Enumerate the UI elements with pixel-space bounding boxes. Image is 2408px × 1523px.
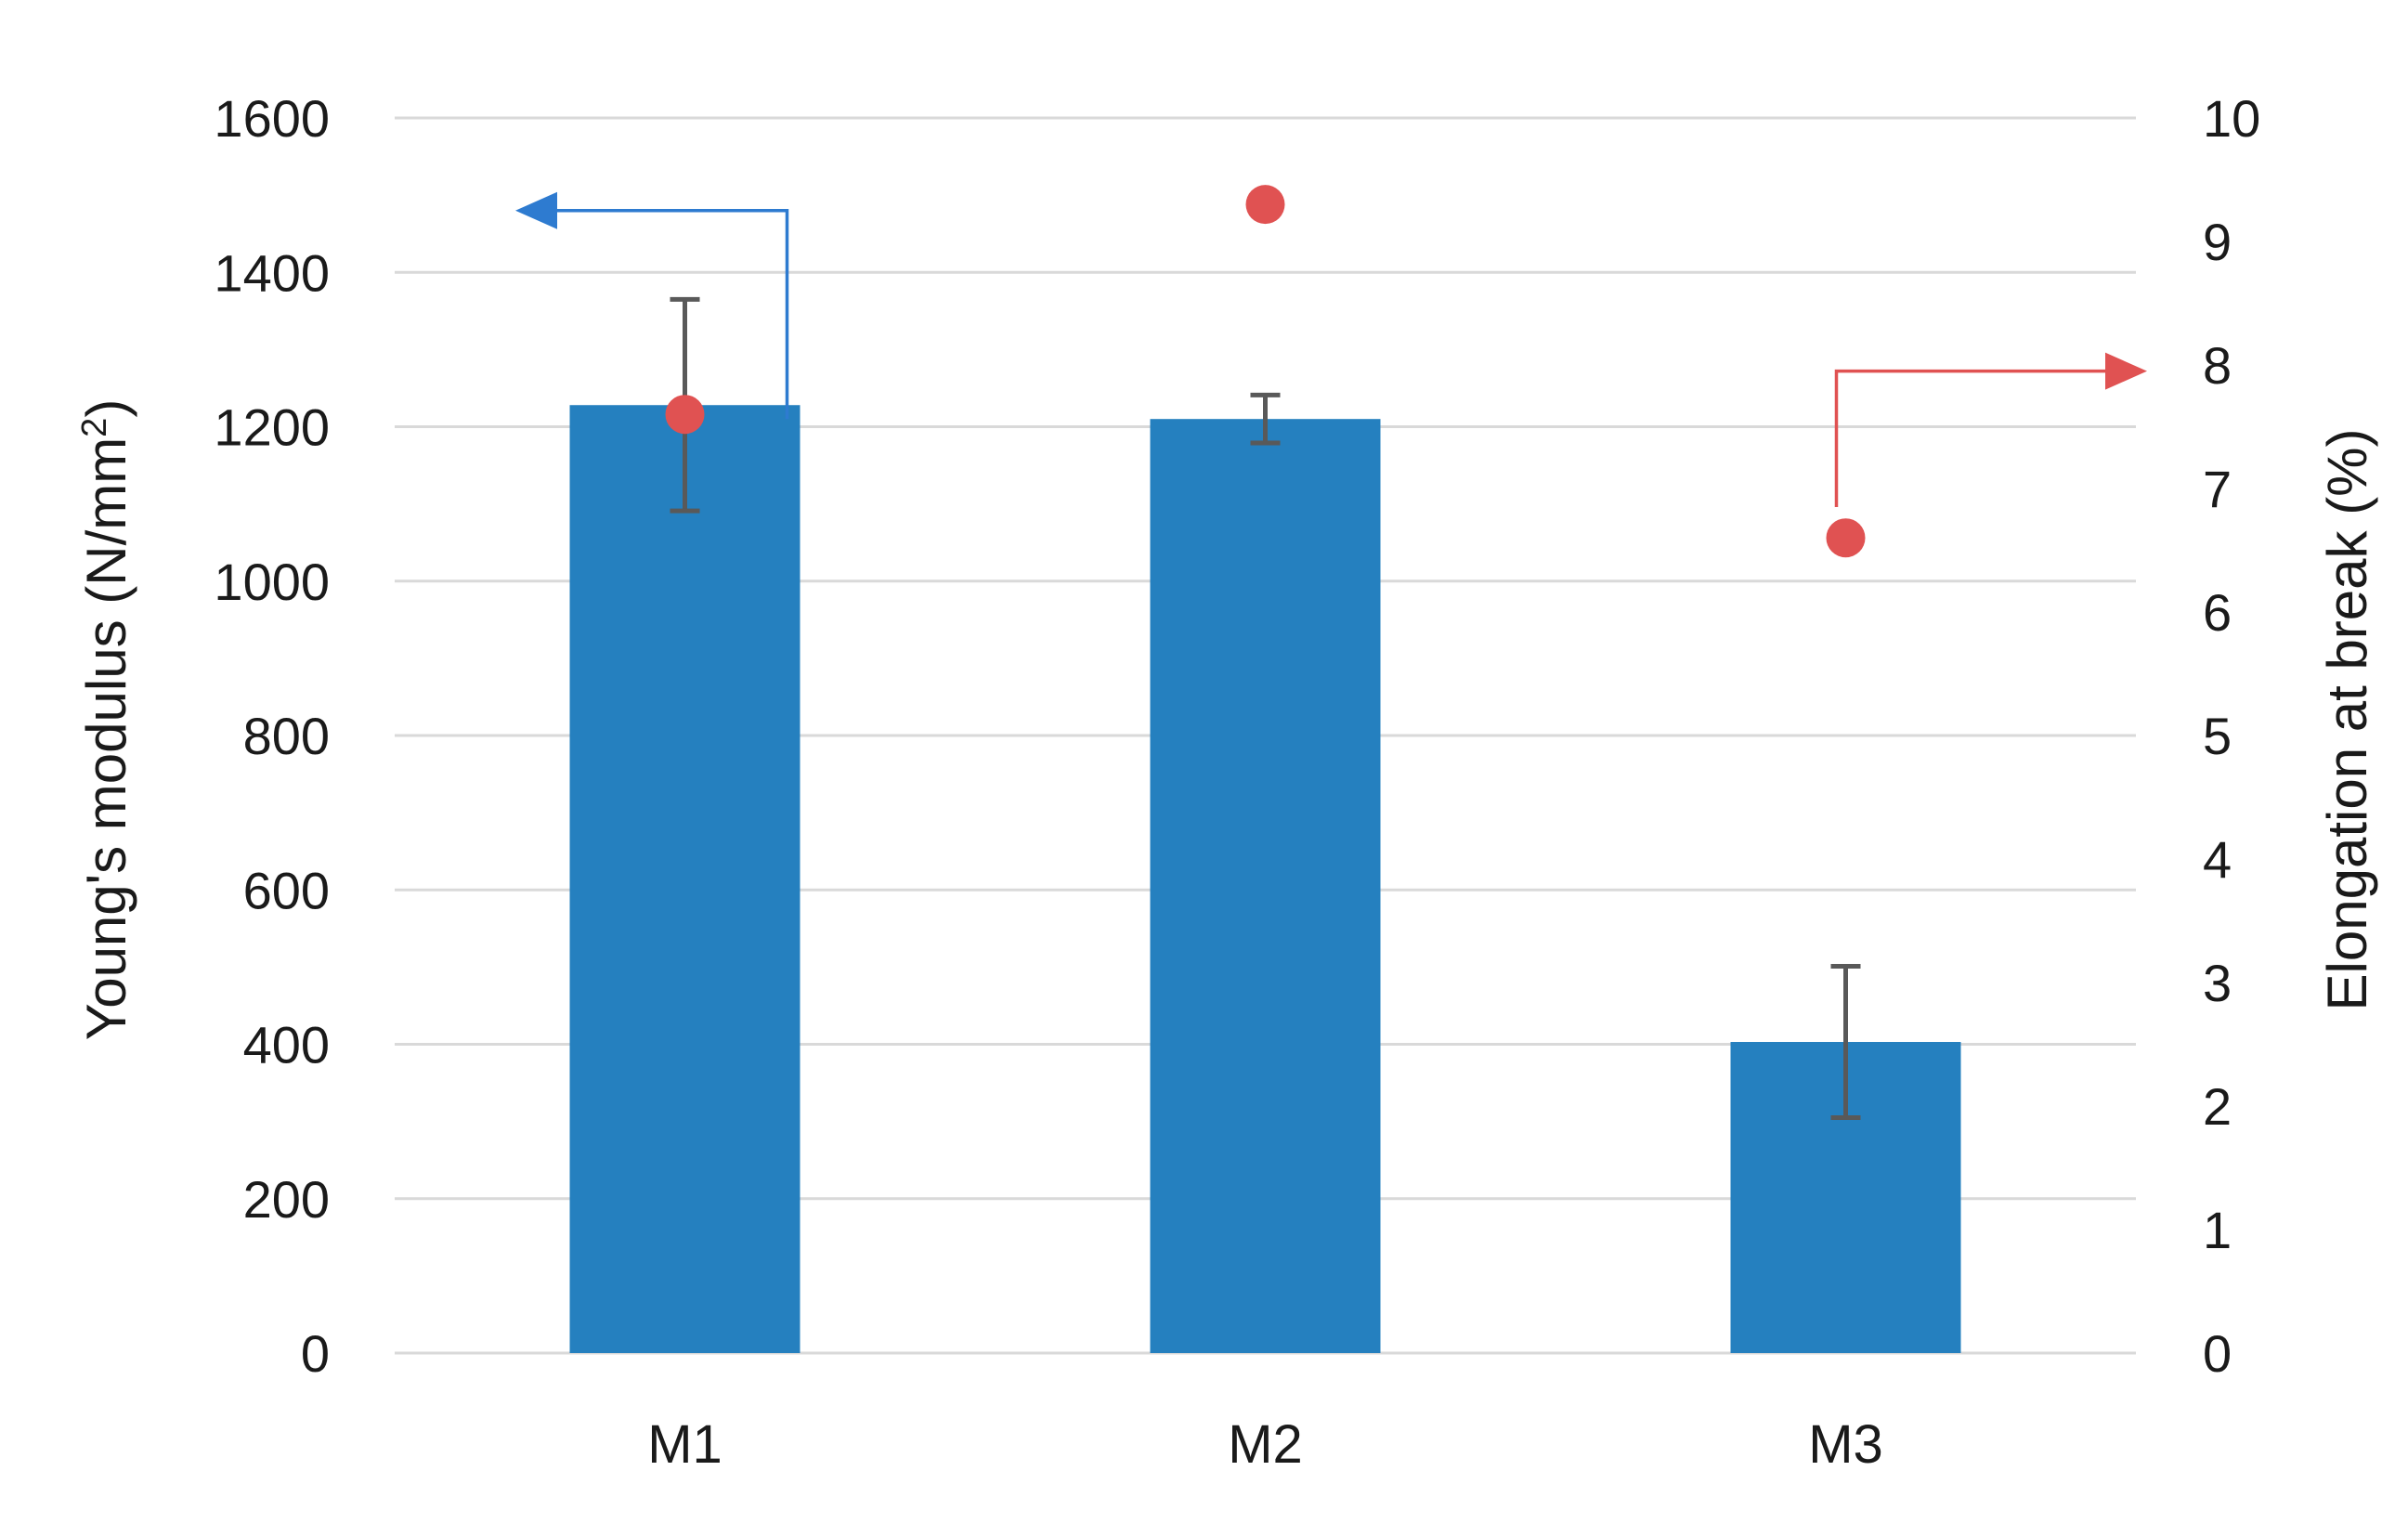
category-labels: M1 M2 M3 bbox=[647, 1414, 1883, 1475]
category-label: M3 bbox=[1808, 1414, 1883, 1475]
left-tick-label: 800 bbox=[243, 707, 330, 765]
right-tick-label: 0 bbox=[2203, 1324, 2232, 1383]
left-tick-label: 0 bbox=[301, 1324, 330, 1383]
left-tick-label: 1000 bbox=[214, 553, 330, 611]
right-tick-label: 7 bbox=[2203, 460, 2232, 518]
axis-arrows bbox=[515, 191, 2147, 507]
right-axis-title: Elongation at break (%) bbox=[2316, 428, 2378, 1010]
left-tick-label: 1200 bbox=[214, 398, 330, 457]
category-label: M2 bbox=[1228, 1414, 1303, 1475]
right-tick-label: 5 bbox=[2203, 707, 2232, 765]
arrow-to-left-axis bbox=[548, 209, 789, 420]
bars bbox=[569, 405, 1961, 1354]
elongation-point bbox=[1245, 185, 1285, 225]
left-axis-ticks: 0 200 400 600 800 1000 1200 1400 1600 bbox=[214, 89, 330, 1383]
right-tick-label: 4 bbox=[2203, 830, 2232, 889]
bar bbox=[569, 405, 800, 1354]
left-tick-label: 200 bbox=[243, 1170, 330, 1229]
right-tick-label: 9 bbox=[2203, 213, 2232, 271]
left-tick-label: 600 bbox=[243, 861, 330, 919]
bar bbox=[1150, 419, 1381, 1353]
arrow-to-right-axis bbox=[1834, 369, 2113, 507]
elongation-point bbox=[665, 395, 705, 435]
left-tick-label: 400 bbox=[243, 1016, 330, 1074]
right-tick-label: 1 bbox=[2203, 1201, 2232, 1259]
elongation-points bbox=[665, 185, 1866, 558]
category-label: M1 bbox=[647, 1414, 722, 1475]
left-tick-label: 1400 bbox=[214, 243, 330, 302]
left-tick-label: 1600 bbox=[214, 89, 330, 148]
left-axis-title: Young's modulus (N/mm2) bbox=[75, 399, 137, 1041]
right-tick-label: 10 bbox=[2203, 89, 2260, 148]
right-axis-ticks: 0 1 2 3 4 5 6 7 8 9 10 bbox=[2203, 89, 2260, 1383]
right-tick-label: 8 bbox=[2203, 336, 2232, 395]
right-tick-label: 2 bbox=[2203, 1077, 2232, 1136]
elongation-point bbox=[1826, 518, 1866, 558]
arrow-head-left bbox=[515, 191, 557, 229]
arrow-head-right bbox=[2105, 352, 2147, 390]
right-tick-label: 3 bbox=[2203, 954, 2232, 1012]
right-tick-label: 6 bbox=[2203, 583, 2232, 642]
